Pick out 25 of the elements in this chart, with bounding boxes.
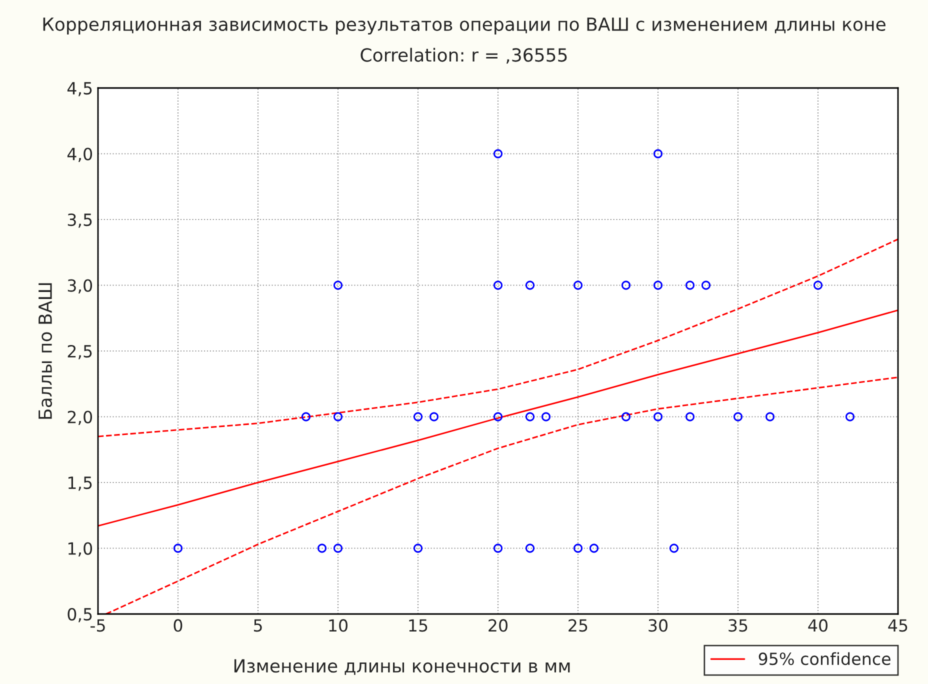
x-tick-label: 20 xyxy=(488,619,508,632)
x-axis-title: Изменение длины конечности в мм xyxy=(234,659,570,675)
x-tick-label: 10 xyxy=(329,619,348,632)
y-tick-label: 4,5 xyxy=(67,82,92,96)
y-axis-title: Баллы по ВАШ xyxy=(38,283,52,419)
y-tick-label: 2,0 xyxy=(68,410,92,426)
x-tick-label: 5 xyxy=(254,619,262,632)
y-tick-label: 1,5 xyxy=(68,476,92,491)
y-tick-label: 1,0 xyxy=(68,542,92,557)
x-tick-label: 40 xyxy=(808,619,828,632)
y-tick-label: 0,5 xyxy=(68,608,92,622)
x-tick-label: 0 xyxy=(174,619,182,632)
chart-title: Корреляционная зависимость результатов операции по ВАШ с изменением длины коне xyxy=(43,18,886,35)
x-tick-label: 25 xyxy=(568,619,588,632)
x-tick-label: 35 xyxy=(728,619,748,632)
x-tick-label: -5 xyxy=(90,619,105,632)
y-tick-label: 4,0 xyxy=(67,148,92,162)
x-tick-label: 30 xyxy=(648,619,668,632)
y-tick-label: 2,5 xyxy=(68,344,92,360)
x-tick-label: 15 xyxy=(409,619,428,632)
y-tick-label: 3,0 xyxy=(68,279,92,294)
y-tick-label: 3,5 xyxy=(68,213,92,228)
legend-label: 95% confidence xyxy=(758,652,890,666)
chart-subtitle: Correlation: r = ,36555 xyxy=(360,48,567,64)
x-tick-label: 45 xyxy=(888,619,908,632)
